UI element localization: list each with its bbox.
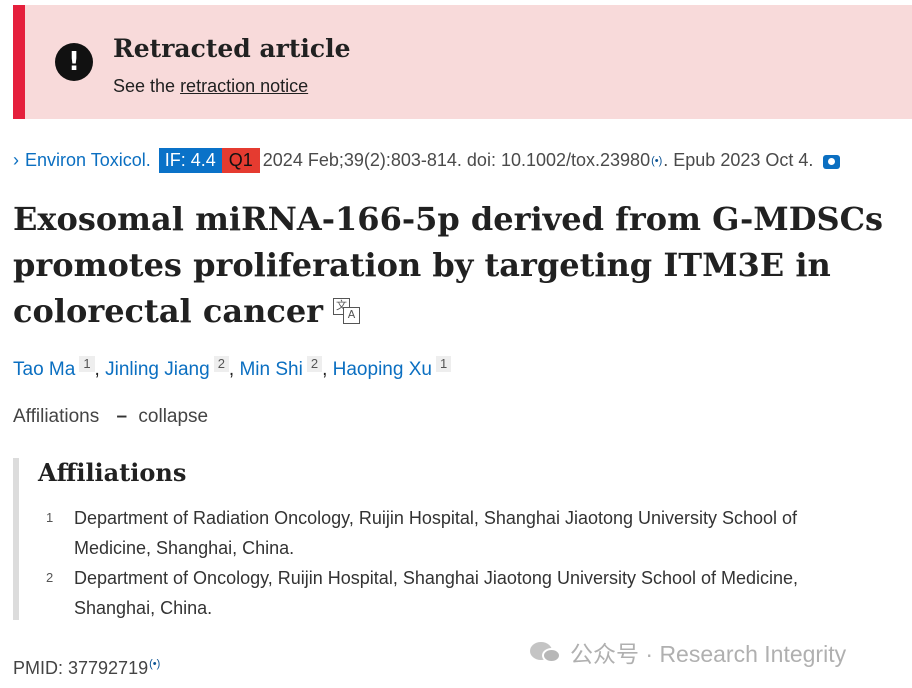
- affiliation-line: Department of Radiation Oncology, Ruijin…: [74, 508, 798, 528]
- signal-icon: (•): [651, 154, 663, 167]
- collapse-button[interactable]: collapse: [138, 406, 209, 427]
- title-line-2: promotes proliferation by targeting ITM3…: [13, 246, 831, 284]
- affiliations-toggle[interactable]: Affiliations – collapse: [13, 406, 208, 428]
- author-affiliation-ref[interactable]: 2: [306, 356, 323, 372]
- title-line-1: Exosomal miRNA-166-5p derived from G-MDS…: [13, 200, 884, 238]
- banner-title: Retracted article: [113, 34, 351, 63]
- title-line-3: colorectal cancer: [13, 292, 324, 330]
- exclamation-circle-icon: !: [55, 43, 93, 81]
- citation-details: 2024 Feb;39(2):803-814. doi: 10.1002/tox…: [262, 150, 651, 170]
- wechat-icon: [530, 639, 564, 665]
- affiliations-heading: Affiliations: [38, 458, 187, 487]
- affiliation-item: 2 Department of Oncology, Ruijin Hospita…: [46, 563, 886, 623]
- impact-factor-badge: IF: 4.4: [158, 148, 222, 173]
- author-link[interactable]: Haoping Xu: [332, 359, 432, 380]
- author-list: Tao Ma 1, Jinling Jiang 2, Min Shi 2, Haopi…: [13, 356, 452, 381]
- author-affiliation-ref[interactable]: 1: [79, 356, 95, 372]
- retraction-banner: ! Retracted article See the retraction n…: [13, 5, 912, 119]
- banner-subtitle-prefix: See the: [113, 76, 181, 96]
- affiliations-panel: Affiliations 1 Department of Radiation O…: [13, 458, 893, 620]
- watermark-text: 公众号 · Research Integrity: [570, 641, 847, 667]
- retraction-notice-link[interactable]: retraction notice: [180, 76, 309, 96]
- watermark: 公众号 · Research Integrity: [530, 637, 846, 667]
- affiliation-number: 1: [46, 510, 54, 525]
- collapse-dash-icon: –: [116, 406, 128, 427]
- journal-link[interactable]: Environ Toxicol.: [25, 150, 151, 170]
- pmid-label: PMID: 37792719: [13, 658, 149, 678]
- chevron-right-icon[interactable]: ›: [13, 150, 19, 170]
- signal-icon: (•): [149, 658, 161, 670]
- citation-line: › Environ Toxicol. IF: 4.4 Q1 2024 Feb;3…: [13, 148, 912, 173]
- affiliation-item: 1 Department of Radiation Oncology, Ruij…: [46, 503, 886, 563]
- pmid: PMID: 37792719(•): [13, 658, 161, 679]
- author-link[interactable]: Min Shi: [239, 359, 303, 380]
- author-link[interactable]: Jinling Jiang: [105, 359, 210, 380]
- affiliation-line: Department of Oncology, Ruijin Hospital,…: [74, 568, 799, 588]
- epub-date: . Epub 2023 Oct 4.: [663, 150, 814, 170]
- banner-subtitle: See the retraction notice: [113, 76, 308, 97]
- affiliations-toggle-label: Affiliations: [13, 406, 100, 427]
- affiliation-line: Medicine, Shanghai, China.: [74, 538, 295, 558]
- quartile-badge: Q1: [221, 148, 260, 173]
- author-affiliation-ref[interactable]: 1: [435, 356, 452, 372]
- camera-icon[interactable]: [823, 154, 841, 169]
- article-title: Exosomal miRNA-166-5p derived from G-MDS…: [13, 196, 903, 334]
- author-link[interactable]: Tao Ma: [13, 359, 76, 380]
- affiliation-number: 2: [46, 570, 54, 585]
- affiliation-line: Shanghai, China.: [74, 598, 213, 618]
- author-affiliation-ref[interactable]: 2: [213, 356, 229, 372]
